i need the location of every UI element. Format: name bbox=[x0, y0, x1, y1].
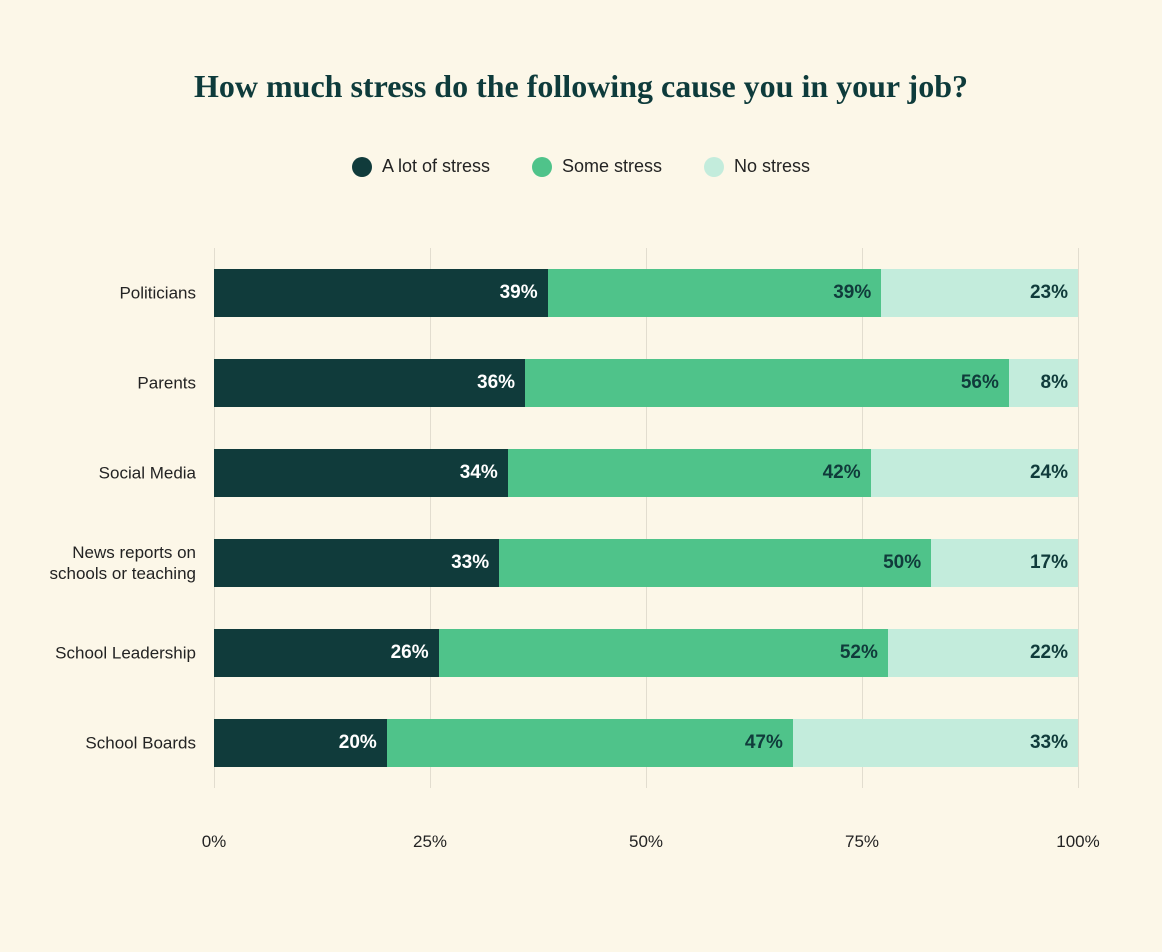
category-label: Parents bbox=[14, 372, 214, 393]
category-label: News reports on schools or teaching bbox=[14, 542, 214, 585]
x-axis-tick: 25% bbox=[413, 832, 447, 852]
legend-item: No stress bbox=[704, 156, 810, 177]
legend-item: A lot of stress bbox=[352, 156, 490, 177]
bar-row: School Leadership26%52%22% bbox=[214, 629, 1078, 677]
x-axis-tick: 50% bbox=[629, 832, 663, 852]
bar-row: Social Media34%42%24% bbox=[214, 449, 1078, 497]
bar-segment: 33% bbox=[214, 539, 499, 587]
bar-segment: 24% bbox=[871, 449, 1078, 497]
legend-label: Some stress bbox=[562, 156, 662, 177]
bar-segment: 34% bbox=[214, 449, 508, 497]
bar-segment: 33% bbox=[793, 719, 1078, 767]
legend-label: No stress bbox=[734, 156, 810, 177]
bar-segment: 36% bbox=[214, 359, 525, 407]
category-label: School Leadership bbox=[14, 642, 214, 663]
x-axis-tick: 0% bbox=[202, 832, 227, 852]
category-label: Politicians bbox=[14, 282, 214, 303]
bar-segment: 20% bbox=[214, 719, 387, 767]
bar-segment: 39% bbox=[214, 269, 548, 317]
chart-title: How much stress do the following cause y… bbox=[0, 68, 1162, 105]
bar-segment: 22% bbox=[888, 629, 1078, 677]
bar-row: News reports on schools or teaching33%50… bbox=[214, 539, 1078, 587]
chart-plot-area: Politicians39%39%23% Parents36%56%8% Socia… bbox=[214, 248, 1078, 788]
category-label: School Boards bbox=[14, 732, 214, 753]
legend-swatch bbox=[352, 157, 372, 177]
bar-segment: 17% bbox=[931, 539, 1078, 587]
x-axis-tick: 100% bbox=[1056, 832, 1099, 852]
bar-segment: 26% bbox=[214, 629, 439, 677]
legend-swatch bbox=[532, 157, 552, 177]
bar-row: Politicians39%39%23% bbox=[214, 269, 1078, 317]
bar-row: Parents36%56%8% bbox=[214, 359, 1078, 407]
chart-canvas: How much stress do the following cause y… bbox=[0, 0, 1162, 952]
chart-legend: A lot of stress Some stress No stress bbox=[0, 156, 1162, 177]
bar-segment: 42% bbox=[508, 449, 871, 497]
bar-segment: 47% bbox=[387, 719, 793, 767]
bar-segment: 52% bbox=[439, 629, 888, 677]
x-axis-tick: 75% bbox=[845, 832, 879, 852]
legend-swatch bbox=[704, 157, 724, 177]
chart-bars: Politicians39%39%23% Parents36%56%8% Socia… bbox=[214, 248, 1078, 788]
bar-segment: 50% bbox=[499, 539, 931, 587]
bar-segment: 39% bbox=[548, 269, 882, 317]
category-label: Social Media bbox=[14, 462, 214, 483]
legend-item: Some stress bbox=[532, 156, 662, 177]
bar-segment: 23% bbox=[881, 269, 1078, 317]
bar-segment: 8% bbox=[1009, 359, 1078, 407]
bar-row: School Boards20%47%33% bbox=[214, 719, 1078, 767]
gridline bbox=[1078, 248, 1079, 788]
bar-segment: 56% bbox=[525, 359, 1009, 407]
legend-label: A lot of stress bbox=[382, 156, 490, 177]
